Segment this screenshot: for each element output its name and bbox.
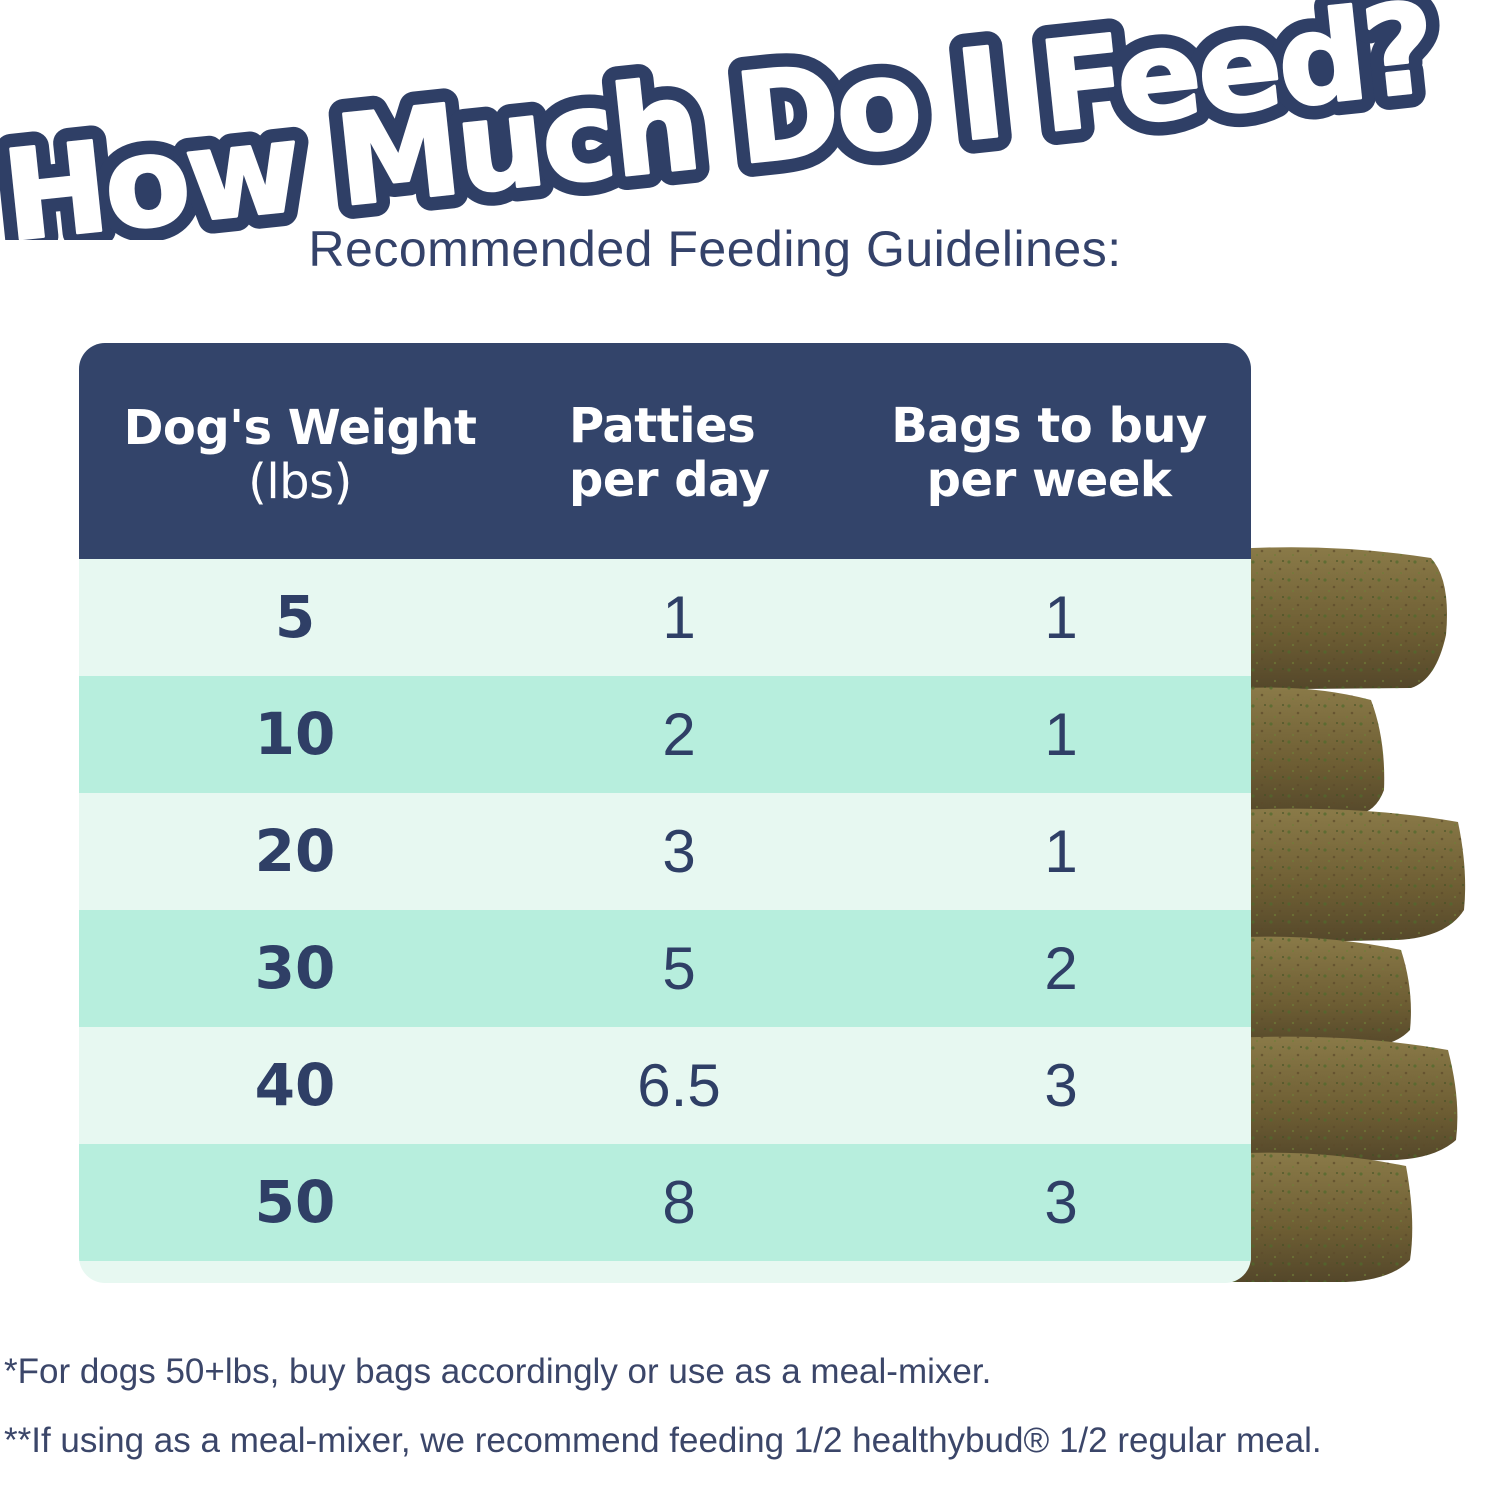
weight-cell: 40 bbox=[254, 1051, 336, 1119]
patty-1 bbox=[1196, 547, 1447, 690]
bags-cell: 2 bbox=[1044, 935, 1078, 1002]
patty-3 bbox=[1196, 808, 1466, 944]
headline: How Much Do I Feed? How Much Do I Feed? bbox=[0, 0, 1500, 240]
table-row: 20 3 1 bbox=[79, 793, 1251, 910]
table-row: 40 6.5 3 bbox=[79, 1027, 1251, 1144]
patties-cell: 5 bbox=[662, 935, 696, 1002]
header-bags-line1: Bags to buy bbox=[891, 398, 1207, 454]
patties-cell: 8 bbox=[662, 1169, 696, 1236]
table-row: 30 5 2 bbox=[79, 910, 1251, 1027]
weight-cell: 30 bbox=[254, 934, 336, 1002]
stacked-dog-food-patties bbox=[1196, 540, 1500, 1290]
subtitle: Recommended Feeding Guidelines: bbox=[308, 221, 1122, 277]
bags-cell: 1 bbox=[1044, 818, 1078, 885]
header-dog-weight: Dog's Weight (lbs) bbox=[79, 401, 521, 509]
weight-cell: 10 bbox=[254, 700, 336, 768]
patties-cell: 1 bbox=[662, 584, 696, 651]
patties-cell: 6.5 bbox=[637, 1052, 721, 1119]
header-bags-per-week: Bags to buy per week bbox=[849, 399, 1249, 507]
patty-5 bbox=[1196, 1036, 1458, 1162]
table-row: 50 8 3 bbox=[79, 1144, 1251, 1261]
patties-cell: 2 bbox=[662, 701, 696, 768]
header-patties-line2: per day bbox=[569, 452, 770, 508]
footnote-heavy-dogs: *For dogs 50+lbs, buy bags accordingly o… bbox=[4, 1352, 992, 1391]
table-row: 5 1 1 bbox=[79, 559, 1251, 676]
weight-cell: 50 bbox=[254, 1168, 336, 1236]
header-patties-per-day: Patties per day bbox=[569, 399, 829, 507]
feeding-table: Dog's Weight (lbs) Patties per day Bags … bbox=[79, 343, 1251, 1283]
table-header: Dog's Weight (lbs) Patties per day Bags … bbox=[79, 343, 1251, 559]
header-dog-weight-line2: (lbs) bbox=[248, 454, 352, 510]
table-row: 10 2 1 bbox=[79, 676, 1251, 793]
header-dog-weight-line1: Dog's Weight bbox=[123, 400, 477, 456]
weight-cell: 20 bbox=[254, 817, 336, 885]
table-body: 5 1 1 10 2 1 20 3 1 30 5 2 40 6.5 3 50 8… bbox=[79, 559, 1251, 1261]
header-bags-line2: per week bbox=[926, 452, 1172, 508]
headline-art: How Much Do I Feed? How Much Do I Feed? bbox=[0, 0, 1455, 240]
patties-cell: 3 bbox=[662, 818, 696, 885]
bags-cell: 3 bbox=[1044, 1052, 1078, 1119]
footnote-meal-mixer: **If using as a meal-mixer, we recommend… bbox=[4, 1421, 1322, 1460]
bags-cell: 1 bbox=[1044, 701, 1078, 768]
weight-cell: 5 bbox=[274, 583, 316, 651]
bags-cell: 1 bbox=[1044, 584, 1078, 651]
header-patties-line1: Patties bbox=[569, 398, 756, 454]
bags-cell: 3 bbox=[1044, 1169, 1078, 1236]
headline-text: How Much Do I Feed? bbox=[0, 0, 1440, 240]
